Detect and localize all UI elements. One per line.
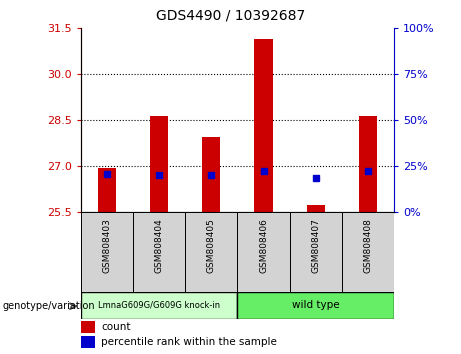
Text: LmnaG609G/G609G knock-in: LmnaG609G/G609G knock-in	[98, 301, 220, 310]
Bar	[133, 212, 185, 292]
Text: GSM808406: GSM808406	[259, 218, 268, 273]
Bar	[237, 212, 290, 292]
Bar	[237, 292, 394, 319]
Bar	[81, 321, 95, 333]
Bar	[185, 212, 237, 292]
Bar	[81, 212, 133, 292]
Bar	[150, 116, 168, 212]
Text: percentile rank within the sample: percentile rank within the sample	[101, 337, 277, 347]
Bar	[81, 336, 95, 348]
Text: GSM808405: GSM808405	[207, 218, 216, 273]
Text: count: count	[101, 322, 130, 332]
Bar	[254, 39, 272, 212]
Text: GSM808404: GSM808404	[154, 218, 164, 273]
Bar	[359, 116, 377, 212]
Bar	[342, 212, 394, 292]
Text: wild type: wild type	[292, 300, 340, 310]
Text: GSM808408: GSM808408	[364, 218, 372, 273]
Bar	[307, 205, 325, 212]
Bar	[81, 292, 237, 319]
Text: GDS4490 / 10392687: GDS4490 / 10392687	[156, 9, 305, 23]
Bar	[202, 137, 220, 212]
Bar	[290, 212, 342, 292]
Bar	[98, 168, 116, 212]
Text: GSM808407: GSM808407	[311, 218, 320, 273]
Text: GSM808403: GSM808403	[102, 218, 111, 273]
Text: genotype/variation: genotype/variation	[2, 301, 95, 310]
